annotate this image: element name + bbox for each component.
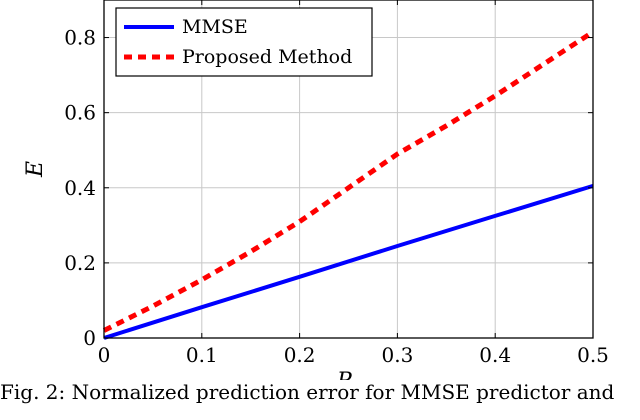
- x-axis-label: Pc: [336, 369, 361, 380]
- axis-ticks: 0 0.1 0.2 0.3 0.4 0.5 0 0.2 0.4 0.6 0.8: [64, 0, 609, 367]
- plot-frame: [103, 0, 594, 339]
- y-axis-label: E: [23, 161, 48, 178]
- y-tick-label: 0: [83, 326, 96, 350]
- x-tick-label: 0.2: [284, 343, 316, 367]
- legend-box: [115, 7, 373, 77]
- legend: MMSE Proposed Method: [115, 7, 373, 77]
- x-tick-label: 0.1: [186, 343, 218, 367]
- line-chart: 0 0.1 0.2 0.3 0.4 0.5 0 0.2 0.4 0.6 0.8 Pc E MMSE P…: [23, 0, 609, 380]
- series-line: [102, 29, 595, 333]
- series-lines: [102, 29, 595, 340]
- y-tick-label: 0.6: [64, 101, 96, 125]
- x-tick-label: 0: [98, 343, 111, 367]
- x-tick-label: 0.5: [577, 343, 609, 367]
- legend-label: Proposed Method: [182, 46, 352, 68]
- x-tick-label: 0.3: [381, 343, 413, 367]
- figure-caption: Fig. 2: Normalized prediction error for …: [0, 380, 615, 404]
- series-line: [103, 183, 594, 340]
- x-tick-label: 0.4: [479, 343, 511, 367]
- y-tick-label: 0.2: [64, 251, 96, 275]
- y-tick-label: 0.4: [64, 176, 96, 200]
- y-tick-label: 0.8: [64, 26, 96, 50]
- legend-label: MMSE: [182, 16, 248, 38]
